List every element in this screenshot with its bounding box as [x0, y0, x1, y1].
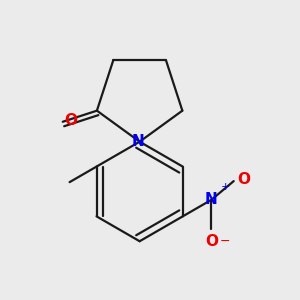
Text: O: O: [205, 234, 218, 249]
Text: +: +: [220, 182, 230, 192]
Text: O: O: [237, 172, 250, 187]
Text: −: −: [220, 235, 230, 248]
Text: N: N: [132, 134, 145, 149]
Text: N: N: [205, 192, 218, 207]
Text: O: O: [64, 113, 77, 128]
